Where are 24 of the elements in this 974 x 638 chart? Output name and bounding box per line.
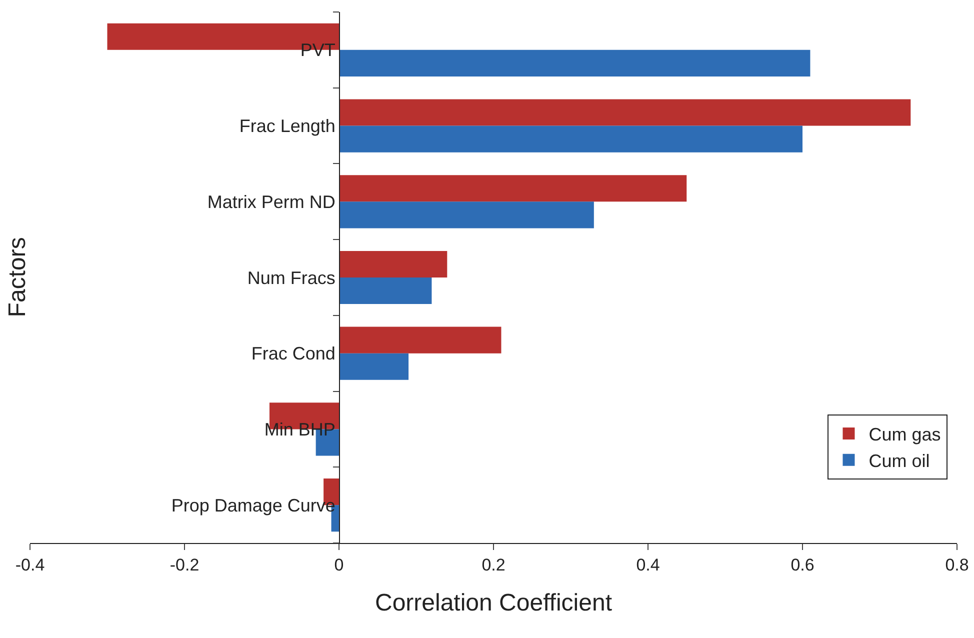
y-axis-title: Factors bbox=[4, 237, 32, 318]
x-tick-label: 0.2 bbox=[482, 555, 506, 574]
bar bbox=[339, 126, 802, 152]
y-tick-label: Frac Cond bbox=[251, 344, 336, 364]
x-tick-label: 0.4 bbox=[636, 555, 660, 574]
bar bbox=[339, 250, 448, 278]
x-tick-label: 0.8 bbox=[945, 555, 969, 574]
bar bbox=[339, 353, 409, 380]
x-tick-label: -0.2 bbox=[170, 555, 200, 574]
bar bbox=[339, 202, 594, 228]
legend-label: Cum oil bbox=[868, 450, 930, 471]
y-tick-label: Frac Length bbox=[239, 116, 336, 136]
y-tick-label: Matrix Perm ND bbox=[207, 192, 336, 212]
x-axis-title: Correlation Coefficient bbox=[374, 590, 612, 617]
y-tick-label: Num Fracs bbox=[247, 268, 336, 288]
bar bbox=[339, 278, 432, 304]
x-tick-label: -0.4 bbox=[15, 555, 45, 574]
bar bbox=[339, 50, 810, 76]
bar bbox=[339, 175, 687, 202]
x-tick-label: 0.6 bbox=[790, 555, 814, 574]
x-tick-label: 0 bbox=[334, 555, 344, 574]
bar bbox=[339, 99, 911, 126]
bar bbox=[339, 326, 502, 354]
legend-label: Cum gas bbox=[868, 424, 941, 444]
